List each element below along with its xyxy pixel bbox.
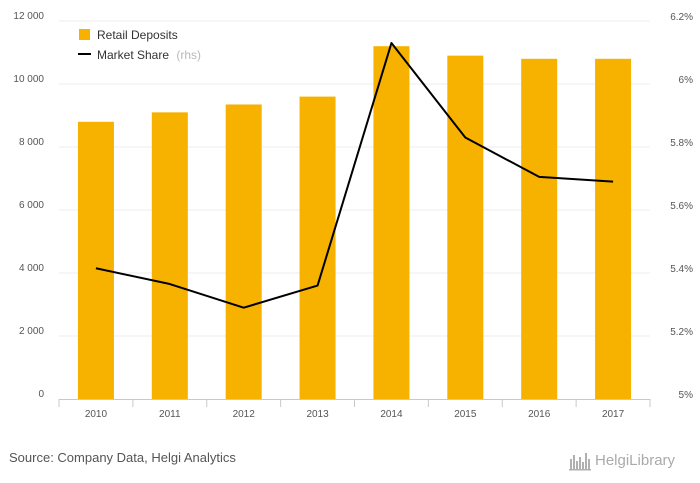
library-icon <box>569 453 591 471</box>
y-tick-label-left: 8 000 <box>19 137 44 148</box>
x-tick-label: 2014 <box>380 409 403 420</box>
bar <box>299 96 336 399</box>
bar <box>151 112 188 399</box>
y-tick-label-right: 5% <box>679 390 694 401</box>
x-tick-label: 2015 <box>454 409 477 420</box>
y-tick-label-right: 6.2% <box>670 12 693 23</box>
y-tick-label-left: 6 000 <box>19 200 44 211</box>
market-share-line <box>95 42 614 309</box>
bar <box>595 58 632 400</box>
legend-label-retail-deposits: Retail Deposits <box>97 28 178 42</box>
y-tick-label-left: 2 000 <box>19 326 44 337</box>
legend-market-share-suffix: (rhs) <box>176 48 201 62</box>
x-tick-label: 2013 <box>306 409 329 420</box>
y-tick-label-right: 5.6% <box>670 201 693 212</box>
y-tick-label-right: 5.8% <box>670 138 693 149</box>
y-tick-label-left: 4 000 <box>19 263 44 274</box>
y-tick-label-right: 6% <box>679 75 694 86</box>
line-series <box>95 42 614 309</box>
x-tick-label: 2011 <box>159 409 181 420</box>
y-tick-label-right: 5.2% <box>670 327 693 338</box>
bar <box>225 104 262 399</box>
bar <box>77 121 114 400</box>
x-tick-label: 2012 <box>233 409 256 420</box>
x-tick-label: 2010 <box>85 409 108 420</box>
legend-market-share-name: Market Share <box>97 48 169 62</box>
x-tick-label: 2017 <box>602 409 625 420</box>
chart: 0 2 000 4 000 6 000 8 000 10 000 12 000 5% 5.2% 5… <box>13 11 693 420</box>
y-tick-label-left: 12 000 <box>13 11 44 22</box>
x-tick-label: 2016 <box>528 409 551 420</box>
y-tick-label-left: 10 000 <box>13 74 44 85</box>
bar <box>447 55 484 400</box>
helgi-library-logo: HelgiLibrary <box>569 452 676 471</box>
y-tick-label-right: 5.4% <box>670 264 693 275</box>
bar <box>373 46 410 399</box>
source-note: Source: Company Data, Helgi Analytics <box>9 450 236 465</box>
bar <box>521 58 558 400</box>
bar-series <box>77 46 632 400</box>
y-tick-label-left: 0 <box>38 389 44 400</box>
legend-swatch-retail-deposits <box>79 29 90 40</box>
logo-text: HelgiLibrary <box>595 452 676 469</box>
axes: 0 2 000 4 000 6 000 8 000 10 000 12 000 5% 5.2% 5… <box>13 11 693 420</box>
legend: Retail Deposits Market Share (rhs) <box>78 28 201 62</box>
legend-label-market-share: Market Share (rhs) <box>97 48 201 62</box>
